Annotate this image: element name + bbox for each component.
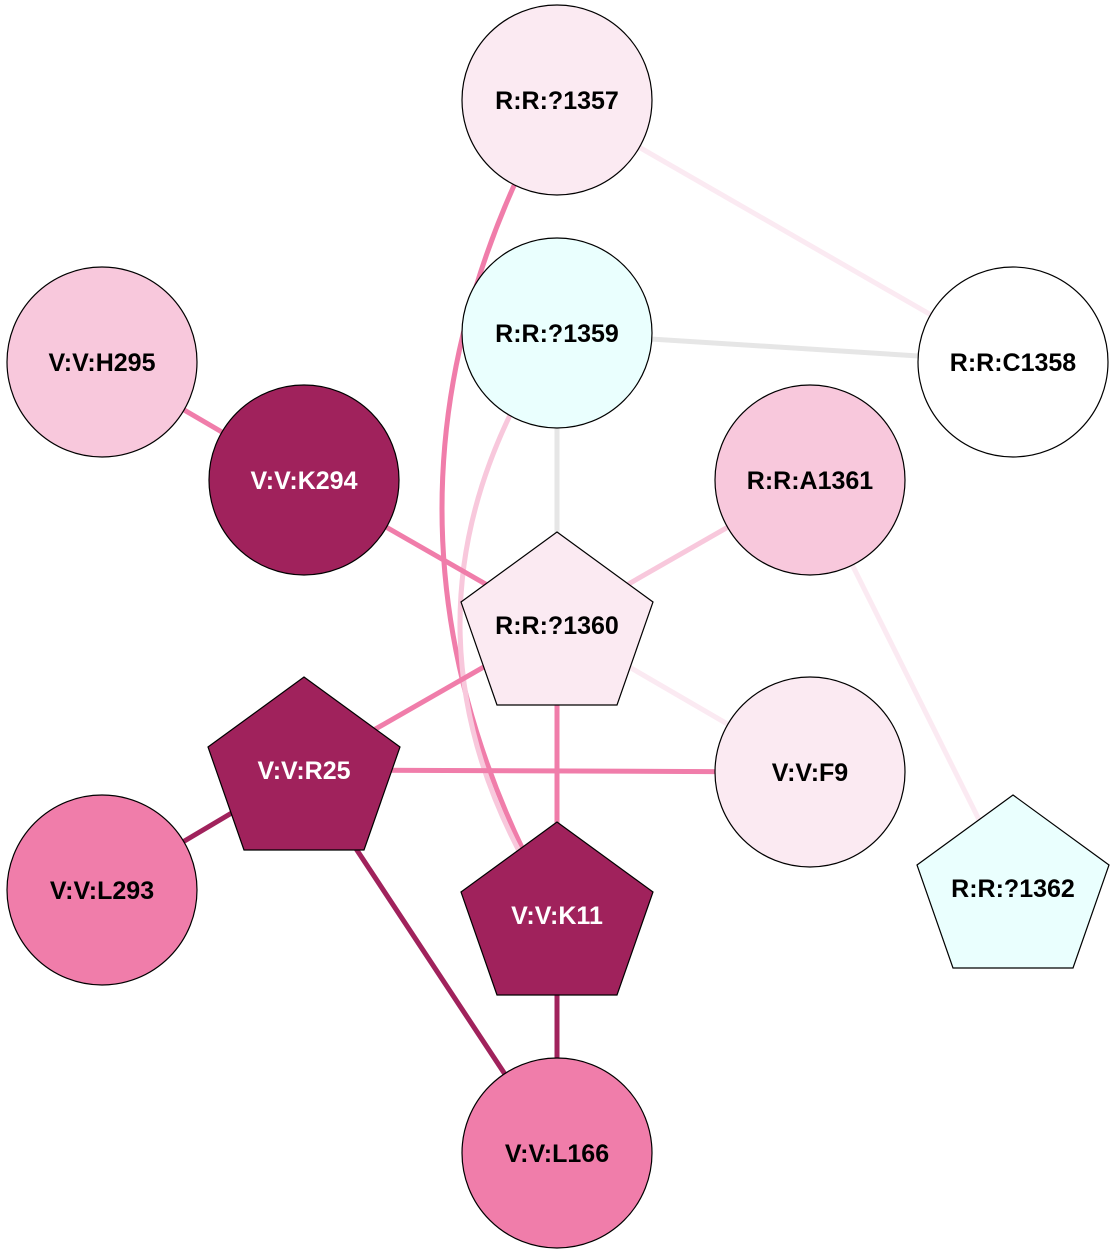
- node-label: R:R:?1362: [951, 875, 1075, 903]
- node-circle: [6, 266, 198, 458]
- node-label: V:V:L293: [50, 877, 154, 905]
- node-label: R:R:?1359: [495, 320, 619, 348]
- node-label: R:R:A1361: [747, 467, 874, 495]
- node-circle: [208, 384, 400, 576]
- node-circle: [6, 794, 198, 986]
- node-v-v-l293[interactable]: V:V:L293: [6, 794, 198, 986]
- node-circle: [461, 1057, 653, 1249]
- node-label: R:R:?1357: [495, 87, 619, 115]
- node-pentagon: [460, 531, 654, 706]
- node-r-r-a1361[interactable]: R:R:A1361: [714, 384, 906, 576]
- node-v-v-k11[interactable]: V:V:K11: [460, 821, 654, 996]
- node-label: V:V:K11: [511, 902, 603, 930]
- node-label: V:V:L166: [505, 1140, 609, 1168]
- node-circle: [461, 4, 653, 196]
- node-label: R:R:C1358: [950, 349, 1077, 377]
- node-circle: [714, 676, 906, 868]
- node-label: R:R:?1360: [495, 612, 619, 640]
- node-v-v-h295[interactable]: V:V:H295: [6, 266, 198, 458]
- node-circle: [714, 384, 906, 576]
- node-r-r-1359[interactable]: R:R:?1359: [461, 237, 653, 429]
- node-label: V:V:R25: [257, 757, 350, 785]
- node-r-r-1360[interactable]: R:R:?1360: [460, 531, 654, 706]
- node-circle: [461, 237, 653, 429]
- node-circle: [917, 266, 1109, 458]
- edge-r-r-1357-to-v-v-k11: [439, 98, 560, 917]
- node-label: V:V:K294: [250, 467, 357, 495]
- node-pentagon: [207, 676, 401, 851]
- node-pentagon: [916, 794, 1110, 969]
- nodes-layer: R:R:?1357 R:R:?1359 R:R:C1358 V:V:H295 V:V:K…: [6, 4, 1110, 1249]
- node-r-r-1357[interactable]: R:R:?1357: [461, 4, 653, 196]
- node-label: V:V:H295: [48, 349, 155, 377]
- node-label: V:V:F9: [772, 759, 848, 787]
- node-r-r-1362[interactable]: R:R:?1362: [916, 794, 1110, 969]
- node-v-v-l166[interactable]: V:V:L166: [461, 1057, 653, 1249]
- node-v-v-k294[interactable]: V:V:K294: [208, 384, 400, 576]
- node-v-v-r25[interactable]: V:V:R25: [207, 676, 401, 851]
- node-pentagon: [460, 821, 654, 996]
- node-v-v-f9[interactable]: V:V:F9: [714, 676, 906, 868]
- node-r-r-c1358[interactable]: R:R:C1358: [917, 266, 1109, 458]
